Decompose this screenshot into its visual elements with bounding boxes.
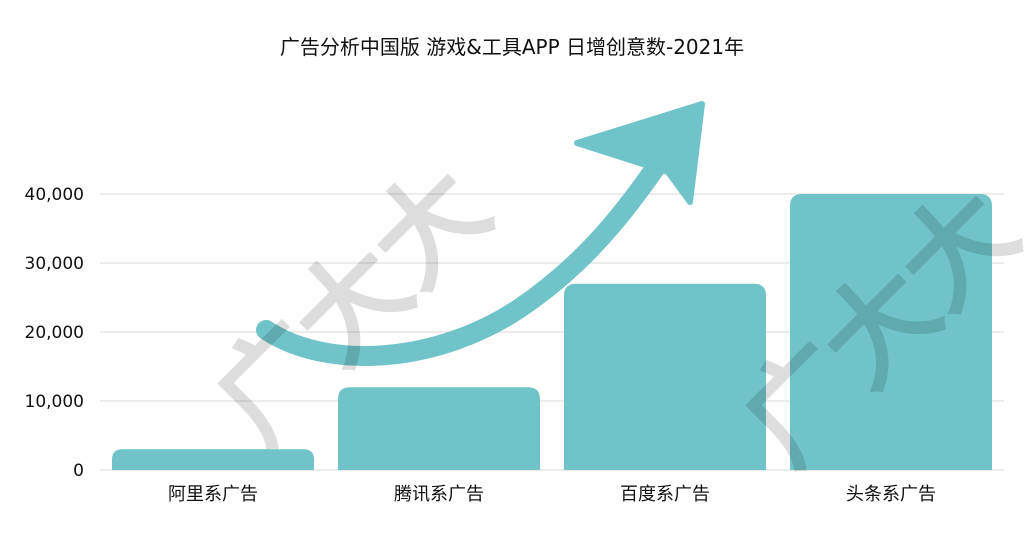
trend-arrow-head — [574, 101, 705, 205]
x-category-label: 头条系广告 — [846, 484, 936, 505]
y-axis-ticks: 0 10,000 20,000 30,000 40,000 — [25, 185, 84, 481]
y-tick-label: 40,000 — [25, 185, 84, 205]
bar — [564, 283, 766, 470]
bar — [112, 449, 314, 470]
x-category-label: 阿里系广告 — [168, 484, 258, 505]
x-axis-categories: 阿里系广告 腾讯系广告 百度系广告 头条系广告 — [168, 484, 936, 505]
bars — [112, 194, 992, 470]
y-tick-label: 30,000 — [25, 254, 84, 274]
trend-arrow-curve — [256, 108, 700, 366]
trend-arrow — [256, 101, 705, 366]
y-tick-label: 20,000 — [25, 323, 84, 343]
x-category-label: 腾讯系广告 — [394, 484, 484, 505]
bar — [338, 387, 540, 470]
x-category-label: 百度系广告 — [620, 484, 710, 505]
y-tick-label: 10,000 — [25, 392, 84, 412]
chart-title: 广告分析中国版 游戏&工具APP 日增创意数-2021年 — [280, 35, 744, 59]
y-tick-label: 0 — [73, 461, 84, 481]
bar — [790, 194, 992, 470]
